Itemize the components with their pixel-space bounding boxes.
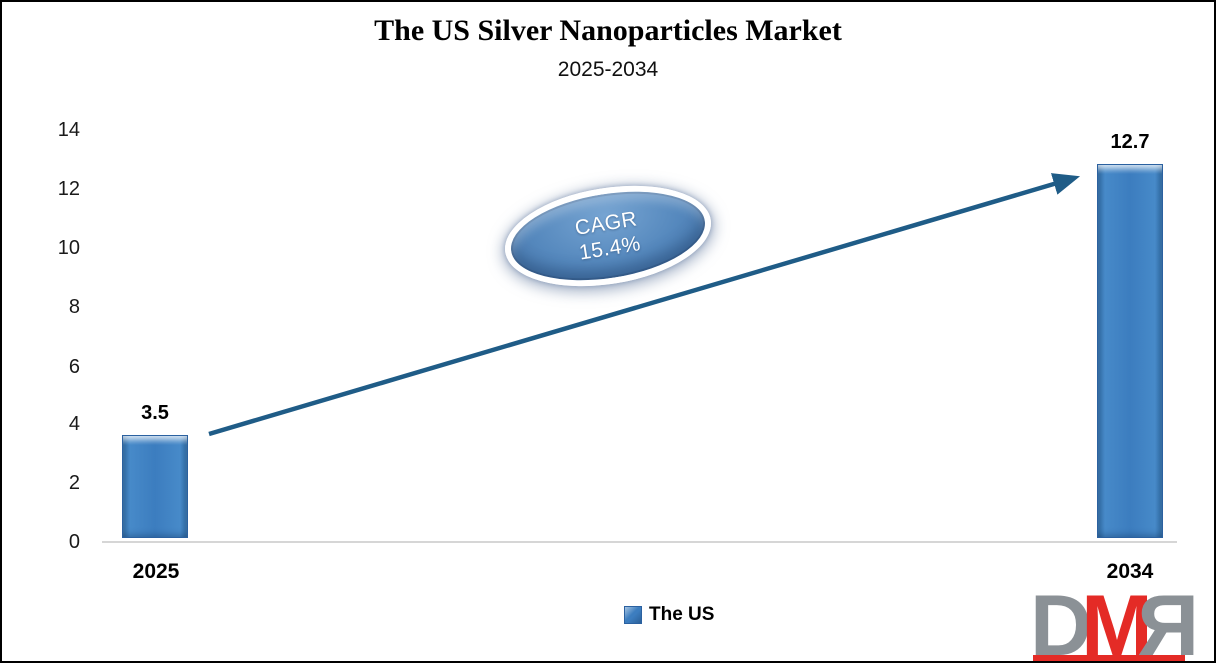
logo-letter-d: D (1030, 578, 1092, 663)
legend: The US (624, 604, 714, 626)
logo-red-underline (1033, 655, 1185, 661)
y-tick-10: 10 (57, 237, 80, 259)
bar-2025 (122, 435, 188, 538)
bar-value-label-2034: 12.7 (1110, 131, 1150, 153)
y-tick-2: 2 (68, 472, 80, 494)
logo-letter-r: R (1143, 578, 1199, 663)
bar-2034 (1097, 164, 1163, 538)
logo-letter-m: M (1081, 578, 1153, 663)
bar-value-label-2025: 3.5 (141, 402, 169, 424)
cagr-badge: CAGR 15.4% (497, 172, 719, 300)
y-tick-8: 8 (68, 296, 80, 318)
x-label-2025: 2025 (132, 560, 180, 583)
legend-label: The US (649, 604, 715, 625)
chart-subtitle: 2025-2034 (557, 58, 659, 81)
y-tick-0: 0 (68, 531, 80, 553)
legend-swatch-icon (624, 606, 642, 624)
y-tick-14: 14 (57, 119, 80, 141)
bar-column-2025: 3.5 (122, 402, 188, 538)
dmr-logo-letters: D M R (1030, 578, 1199, 663)
chart-title: The US Silver Nanoparticles Market (374, 14, 842, 47)
y-tick-4: 4 (68, 413, 80, 435)
bar-column-2034: 12.7 (1097, 131, 1163, 538)
dmr-logo: D M R (1030, 578, 1214, 663)
x-label-2034: 2034 (1106, 560, 1154, 583)
x-axis-line (102, 541, 1177, 543)
y-tick-6: 6 (68, 356, 80, 378)
y-tick-12: 12 (57, 178, 80, 200)
